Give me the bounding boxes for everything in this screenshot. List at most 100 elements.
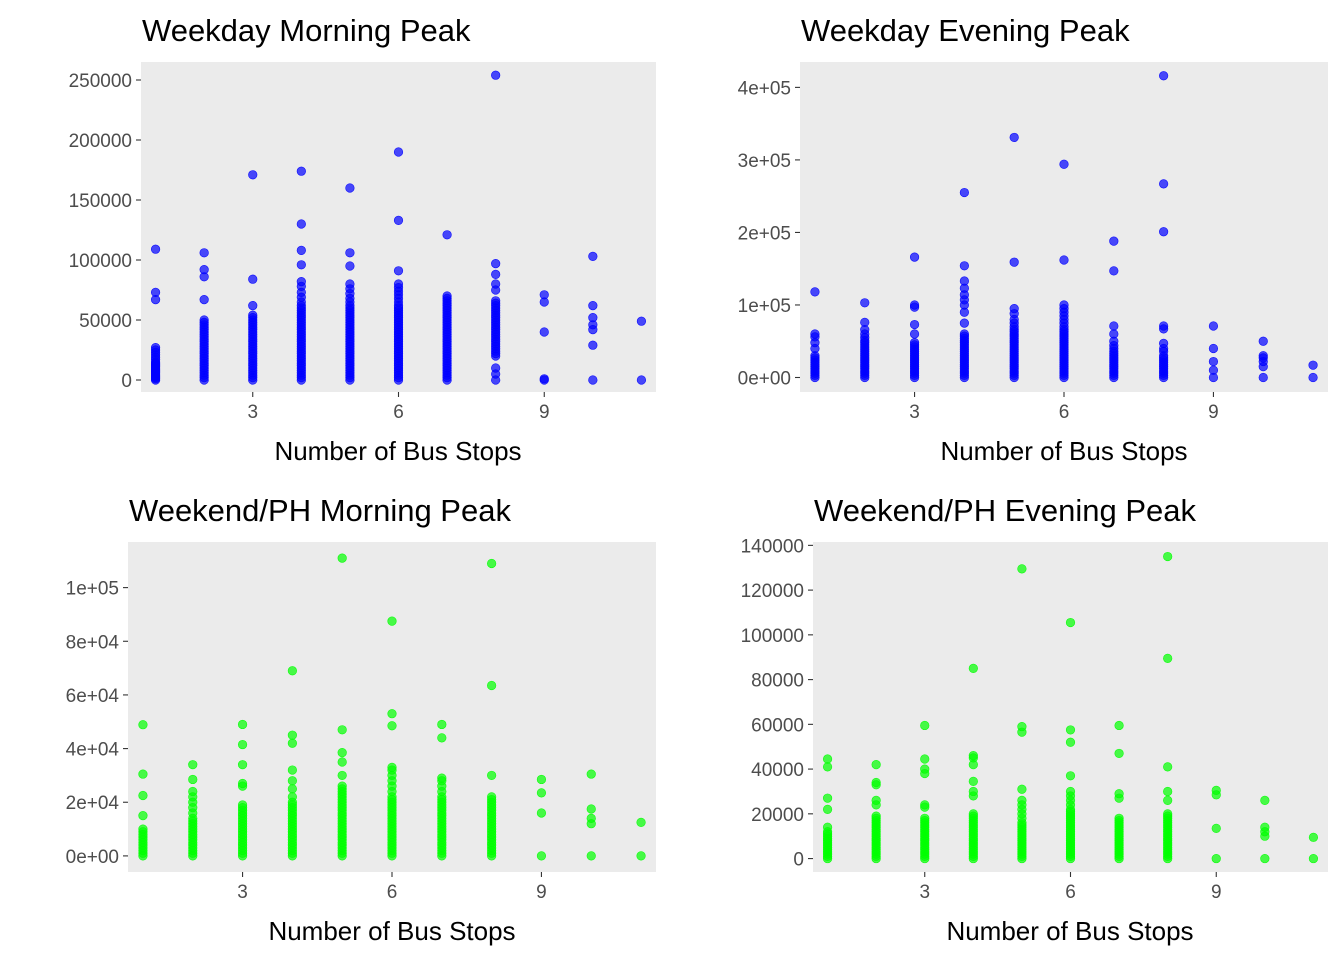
data-point: [150, 343, 161, 353]
data-point: [588, 313, 598, 323]
x-axis: 3 6 9: [247, 392, 550, 423]
data-point: [199, 265, 209, 275]
data-point: [387, 762, 397, 772]
x-tick-label: 9: [536, 882, 547, 903]
data-point: [588, 301, 598, 311]
data-point: [337, 725, 347, 735]
data-point: [442, 230, 452, 240]
data-point: [248, 274, 258, 284]
data-point: [909, 300, 920, 310]
y-axis: 0e+00 1e+05 2e+05 3e+05 4e+05: [738, 78, 800, 389]
data-point: [138, 769, 148, 779]
x-axis: 3 6 9: [237, 872, 547, 903]
chart-title: Weekday Evening Peak: [801, 13, 1130, 48]
data-point: [860, 298, 870, 308]
data-point: [920, 813, 930, 823]
y-tick-label: 150000: [69, 191, 132, 212]
data-point: [871, 811, 881, 821]
data-point: [188, 786, 198, 797]
data-point: [138, 811, 148, 821]
x-axis-label: Number of Bus Stops: [268, 916, 515, 946]
y-axis: 0 50000 100000 150000 200000 250000: [69, 71, 141, 392]
data-point: [337, 757, 347, 767]
data-point: [586, 813, 596, 823]
data-point: [586, 769, 596, 779]
data-point: [1017, 784, 1027, 794]
x-axis: 3 6 9: [919, 872, 1222, 903]
panel-weekday-evening: Weekday Evening Peak 0e+00 1e+05 2e+05 3e+0…: [738, 13, 1328, 466]
y-tick-label: 80000: [751, 671, 804, 692]
data-point: [539, 327, 549, 337]
data-point: [287, 730, 297, 740]
data-point: [1009, 132, 1019, 143]
data-point: [909, 319, 920, 330]
data-point: [287, 738, 297, 748]
data-point: [487, 792, 497, 802]
y-tick-label: 2e+04: [66, 793, 120, 814]
y-axis: 0 20000 40000 60000 80000 100000 120000 140000: [741, 536, 813, 871]
data-point: [491, 296, 501, 306]
data-point: [1059, 255, 1069, 265]
data-point: [968, 786, 978, 797]
y-tick-label: 100000: [69, 251, 132, 272]
data-point: [1065, 771, 1076, 781]
y-tick-label: 6e+04: [66, 686, 120, 707]
data-point: [1159, 179, 1169, 189]
data-point: [1109, 236, 1119, 246]
data-point: [199, 315, 209, 325]
data-points: [150, 70, 647, 385]
data-point: [1065, 786, 1076, 797]
data-point: [586, 804, 596, 814]
data-point: [337, 770, 347, 781]
data-point: [536, 788, 547, 798]
data-points: [822, 551, 1319, 864]
data-point: [138, 720, 148, 730]
data-point: [345, 279, 355, 289]
data-point: [822, 762, 833, 772]
data-point: [487, 558, 497, 569]
data-point: [1009, 303, 1019, 314]
data-point: [871, 795, 881, 806]
data-point: [920, 720, 930, 731]
data-points: [138, 553, 646, 861]
data-point: [920, 764, 930, 774]
data-point: [588, 340, 598, 350]
data-point: [959, 261, 969, 271]
data-point: [1208, 321, 1219, 331]
data-point: [1308, 832, 1319, 842]
y-tick-label: 8e+04: [66, 632, 120, 653]
y-tick-label: 140000: [741, 536, 804, 557]
data-point: [296, 166, 306, 176]
data-point: [393, 279, 404, 289]
data-points: [810, 71, 1318, 383]
data-point: [968, 663, 978, 674]
y-tick-label: 100000: [741, 626, 804, 647]
data-point: [1211, 785, 1221, 795]
data-point: [588, 251, 598, 261]
x-tick-label: 3: [919, 882, 930, 903]
data-point: [871, 760, 881, 770]
data-point: [437, 773, 447, 783]
data-point: [138, 790, 148, 801]
data-point: [287, 776, 297, 786]
data-point: [387, 616, 397, 626]
y-tick-label: 4e+04: [66, 740, 120, 761]
data-point: [822, 822, 833, 832]
data-point: [387, 721, 397, 731]
data-point: [287, 765, 297, 775]
data-point: [237, 760, 248, 770]
x-tick-label: 6: [1065, 882, 1076, 903]
data-point: [1208, 365, 1219, 375]
data-point: [442, 291, 452, 301]
x-tick-label: 6: [387, 882, 398, 903]
x-tick-label: 9: [1211, 882, 1222, 903]
data-point: [909, 329, 920, 339]
data-point: [491, 279, 501, 289]
data-point: [345, 261, 355, 271]
data-point: [287, 792, 297, 802]
data-point: [1208, 343, 1219, 354]
y-tick-label: 50000: [79, 311, 132, 332]
data-point: [1114, 789, 1124, 799]
data-point: [1114, 748, 1124, 759]
y-axis: 0e+00 2e+04 4e+04 6e+04 8e+04 1e+05: [66, 579, 128, 868]
